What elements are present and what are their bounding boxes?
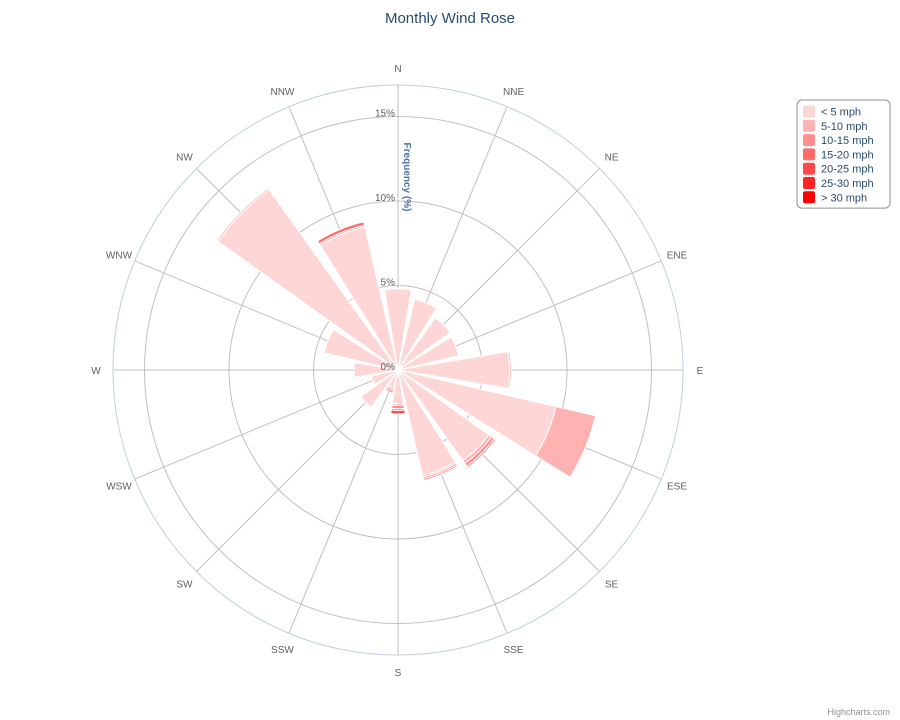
bar-wsw-series-0[interactable] (371, 369, 399, 385)
legend-item[interactable]: 5-10 mph (803, 119, 867, 133)
legend-item[interactable]: 15-20 mph (803, 148, 874, 161)
direction-label-nnw: NNW (270, 87, 294, 98)
axis-labels: N NNE NE ENE E ESE SE SSE S SSW SW WSW W WNW NW NNW 0% 5%… (91, 64, 703, 679)
legend-swatch (803, 148, 815, 161)
legend: < 5 mph 5-10 mph 10-15 mph 15-20 mph 20-25 m… (796, 99, 891, 209)
direction-label-n: N (394, 64, 401, 75)
spoke-line (288, 369, 399, 634)
direction-label-nw: NW (176, 152, 193, 163)
legend-item[interactable]: 20-25 mph (803, 162, 874, 176)
legend-swatch (803, 105, 815, 118)
y-axis-title: Frequency (%) (401, 143, 412, 212)
legend-label: 25-30 mph (821, 178, 874, 190)
legend-item[interactable]: 10-15 mph (803, 134, 874, 147)
direction-label-wsw: WSW (106, 482, 132, 493)
bar-w-series-0[interactable] (353, 362, 399, 378)
spoke-line (134, 369, 399, 480)
bar-sw-series-0[interactable] (360, 369, 399, 408)
legend-box (796, 99, 891, 209)
direction-label-sse: SSE (504, 645, 524, 656)
bar-n-series-0[interactable] (384, 288, 412, 371)
legend-swatch (803, 162, 815, 175)
bar-ssw-series-4[interactable] (384, 387, 394, 394)
bar-nne-series-0[interactable] (397, 298, 438, 371)
legend-swatch (803, 191, 815, 204)
bar-se-series-3[interactable] (466, 438, 497, 469)
direction-label-e: E (697, 366, 704, 377)
legend-item[interactable]: < 5 mph (803, 105, 861, 119)
legend-swatch (803, 119, 815, 132)
credits-link[interactable]: Highcharts.com (827, 707, 890, 717)
direction-label-wnw: WNW (106, 250, 133, 261)
legend-label: 15-20 mph (821, 149, 874, 161)
bar-ene-series-0[interactable] (397, 336, 460, 371)
y-tick-label: 5% (381, 278, 396, 289)
direction-label-ssw: SSW (271, 645, 294, 656)
legend-label: > 30 mph (821, 192, 867, 204)
legend-label: < 5 mph (821, 107, 861, 119)
y-tick-label: 15% (375, 109, 395, 120)
bar-e-series-1[interactable] (507, 350, 512, 390)
y-tick-label: 0% (381, 362, 396, 373)
legend-swatch (803, 134, 815, 147)
direction-label-sw: SW (176, 580, 193, 591)
bar-s-series-4[interactable] (390, 409, 406, 415)
direction-label-se: SE (605, 580, 619, 591)
y-tick-label: 10% (375, 193, 395, 204)
legend-label: 5-10 mph (821, 121, 867, 133)
bar-stacks (215, 187, 597, 481)
chart-title: Monthly Wind Rose (385, 10, 515, 27)
direction-label-ese: ESE (667, 482, 687, 493)
legend-item[interactable]: > 30 mph (803, 191, 867, 204)
legend-item[interactable]: 25-30 mph (803, 177, 874, 190)
bar-ne-series-0[interactable] (397, 317, 451, 371)
spoke-line (196, 369, 399, 572)
bar-ese-series-1[interactable] (534, 406, 597, 479)
direction-label-ne: NE (605, 152, 619, 163)
legend-label: 10-15 mph (821, 135, 874, 147)
bar-nw-series-1[interactable] (215, 187, 270, 242)
legend-swatch (803, 177, 815, 189)
direction-label-w: W (91, 366, 101, 377)
direction-label-s: S (395, 668, 402, 679)
bar-nnw-series-3[interactable] (316, 221, 366, 245)
bar-wnw-series-0[interactable] (323, 329, 399, 371)
legend-label: 20-25 mph (821, 164, 874, 176)
bar-sse-series-3[interactable] (422, 463, 459, 481)
direction-label-ene: ENE (667, 250, 688, 261)
direction-label-nne: NNE (503, 87, 524, 98)
